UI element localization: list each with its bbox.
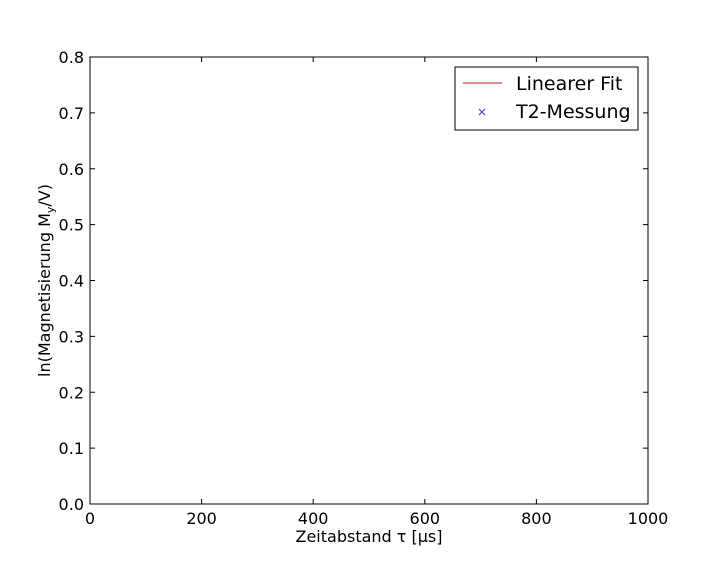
x-tick-label: 1000 [628,509,669,528]
legend-box [454,66,639,131]
y-tick-label: 0.3 [59,327,84,346]
x-axis-label: Zeitabstand τ [μs] [296,527,443,546]
legend: Linearer Fit T2-Messung [454,66,639,131]
y-tick-label: 0.4 [59,272,84,291]
y-tick-label: 0.6 [59,160,84,179]
y-tick-label: 0.1 [59,439,84,458]
x-tick-label: 200 [186,509,217,528]
legend-entry-t2-messung: T2-Messung [515,101,631,123]
y-axis-label-subscript: y [44,206,57,213]
legend-x-marker-stroke [478,108,486,116]
y-tick-label: 0.0 [59,495,84,514]
plot-area [90,57,648,504]
plot-frame [89,56,649,505]
x-tick-label: 600 [410,509,441,528]
ticks-layer: 0 200 400 600 800 1000 0.0 0.1 0.2 0.3 0.4 0.5 0.6 0.… [59,48,669,528]
y-axis-label-main: ln(Magnetisierung M [35,213,54,377]
y-axis-label: ln(Magnetisierung My/V) [35,184,57,377]
legend-marker-swatch [478,108,486,116]
y-tick-label: 0.8 [59,48,84,67]
legend-entry-linearer-fit: Linearer Fit [516,73,622,95]
x-tick-label: 800 [521,509,552,528]
y-tick-label: 0.2 [59,383,84,402]
y-tick-label: 0.7 [59,104,84,123]
y-tick-label: 0.5 [59,216,84,235]
x-tick-label: 0 [85,509,95,528]
y-axis-label-tail: /V) [35,184,54,207]
x-tick-label: 400 [298,509,329,528]
